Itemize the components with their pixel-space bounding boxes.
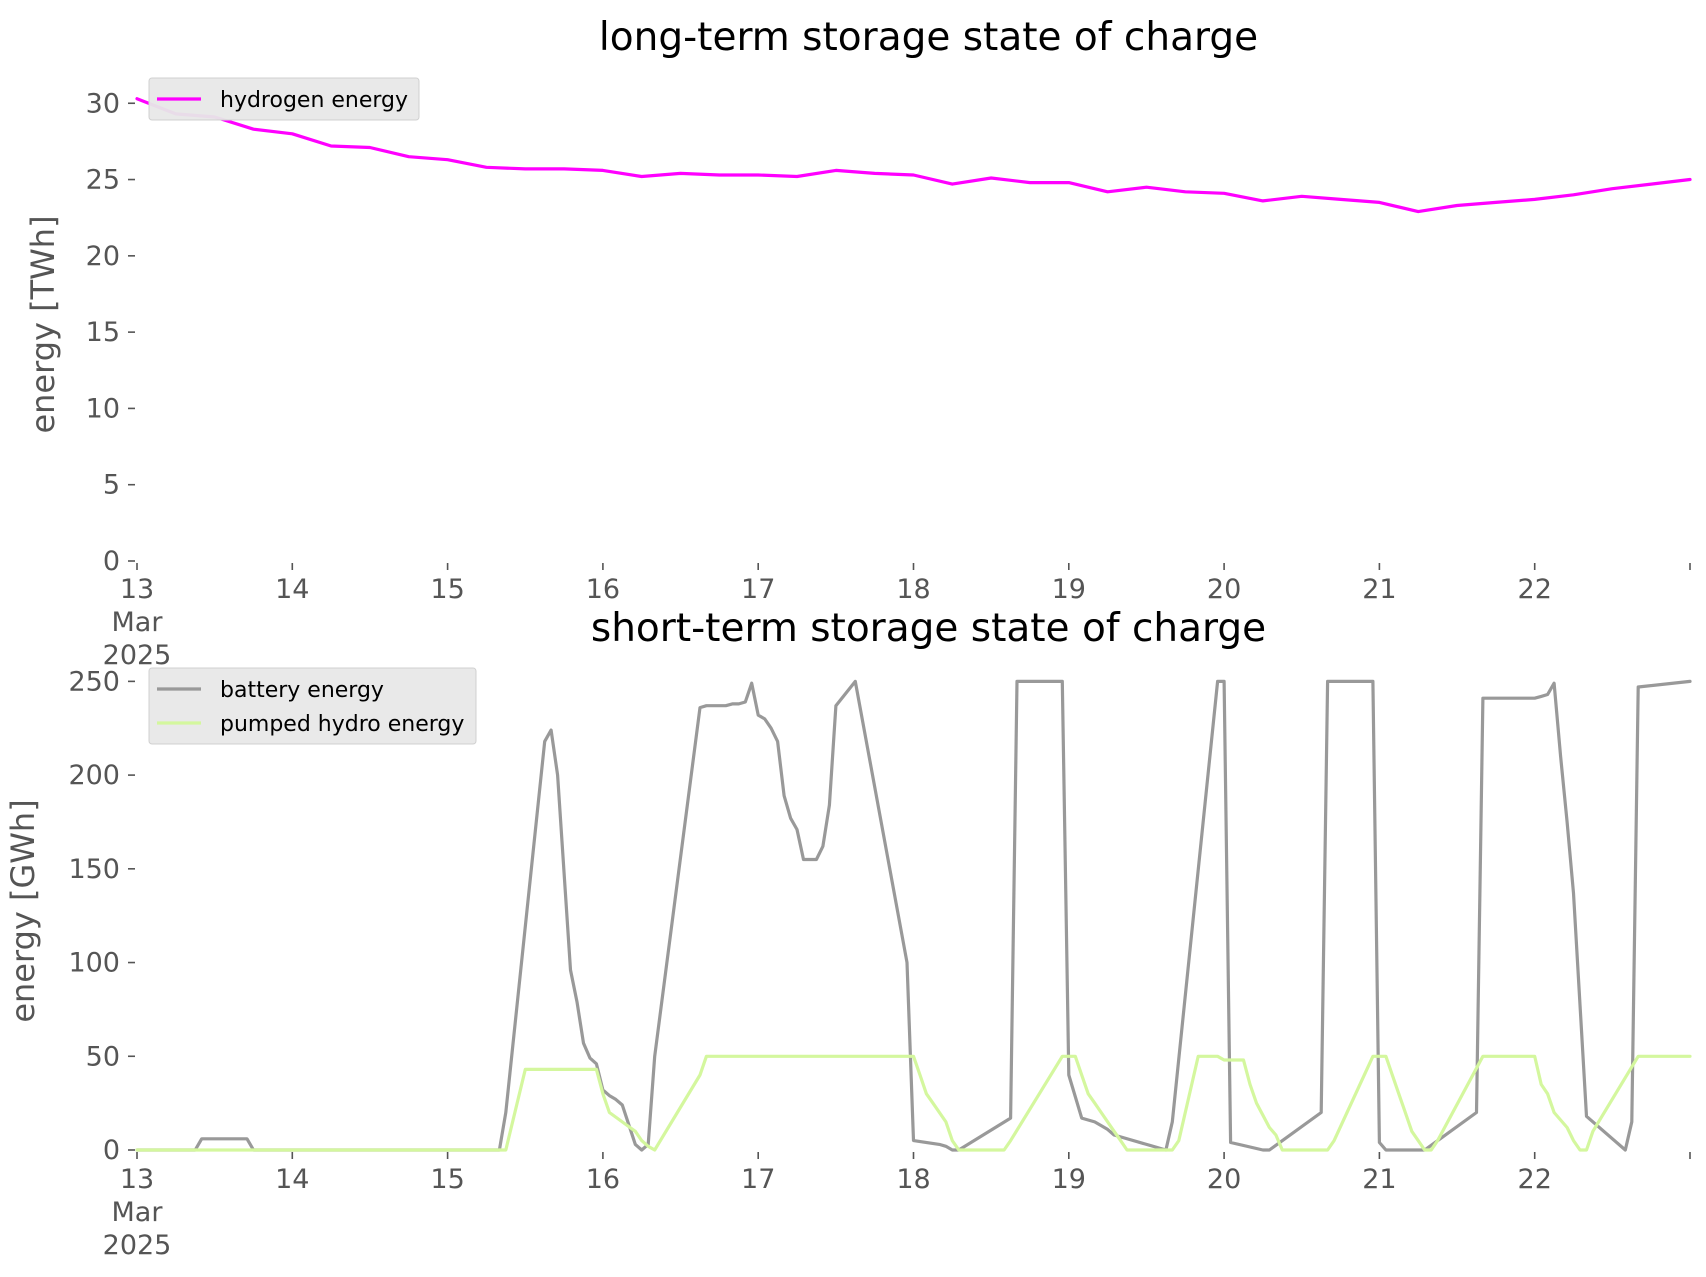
long-term-legend-box: [148, 77, 420, 121]
short-term-legend-box: [148, 667, 477, 745]
long-term-x-tick-label: 22: [1518, 574, 1552, 605]
long-term-y-tick-label: 0: [103, 546, 120, 577]
pumped-hydro-energy-legend-label: pumped hydro energy: [220, 712, 464, 737]
short-term-y-tick-label: 50: [86, 1041, 120, 1072]
short-term-x-tick-label: 19: [1052, 1164, 1086, 1195]
short-term-y-tick-label: 200: [68, 760, 120, 791]
long-term-x-tick-label: 2025: [103, 640, 172, 671]
short-term-x-tick-label: 16: [586, 1164, 620, 1195]
short-term-y-tick-label: 100: [68, 948, 120, 979]
short-term-x-tick-label: 18: [896, 1164, 930, 1195]
short-term-x-tick-label: Mar: [112, 1197, 164, 1228]
short-term-x-tick-label: 14: [275, 1164, 309, 1195]
short-term-x-tick-label: 21: [1362, 1164, 1396, 1195]
long-term-chart-title: long-term storage state of charge: [599, 15, 1258, 60]
short-term-x-tick-label: 13: [120, 1164, 154, 1195]
long-term-x-tick-label: Mar: [112, 607, 164, 638]
long-term-y-axis-label: energy [TWh]: [24, 215, 62, 433]
short-term-storage-chart: short-term storage state of charge energy…: [4, 606, 1692, 1261]
long-term-x-tick-label: 13: [120, 574, 154, 605]
short-term-y-tick-label: 150: [68, 854, 120, 885]
short-term-x-tick-label: 22: [1518, 1164, 1552, 1195]
short-term-x-tick-label: 2025: [103, 1230, 172, 1261]
long-term-y-tick-label: 30: [86, 88, 120, 119]
long-term-storage-chart: long-term storage state of charge energy …: [24, 15, 1692, 671]
long-term-y-tick-label: 25: [86, 165, 120, 196]
hydrogen-energy-line: [135, 97, 1692, 214]
long-term-x-tick-label: 15: [430, 574, 464, 605]
battery-energy-line: [135, 679, 1692, 1152]
long-term-x-tick-label: 18: [896, 574, 930, 605]
long-term-y-tick-label: 15: [86, 317, 120, 348]
long-term-legend: hydrogen energy: [148, 77, 420, 121]
short-term-x-tick-label: 17: [741, 1164, 775, 1195]
battery-energy-legend-label: battery energy: [220, 678, 384, 703]
long-term-y-tick-label: 5: [103, 470, 120, 501]
short-term-x-tick-label: 15: [430, 1164, 464, 1195]
long-term-y-tick-label: 20: [86, 241, 120, 272]
long-term-y-tick-label: 10: [86, 393, 120, 424]
long-term-x-tick-label: 16: [586, 574, 620, 605]
short-term-legend: battery energy pumped hydro energy: [148, 667, 477, 745]
long-term-x-tick-label: 19: [1052, 574, 1086, 605]
long-term-x-tick-label: 14: [275, 574, 309, 605]
pumped-hydro-energy-line: [135, 1054, 1692, 1152]
short-term-y-axis-label: energy [GWh]: [4, 799, 42, 1022]
long-term-x-tick-label: 20: [1207, 574, 1241, 605]
long-term-x-tick-label: 21: [1362, 574, 1396, 605]
short-term-chart-title: short-term storage state of charge: [591, 606, 1266, 651]
short-term-x-tick-label: 20: [1207, 1164, 1241, 1195]
hydrogen-energy-legend-label: hydrogen energy: [220, 88, 408, 113]
long-term-x-tick-label: 17: [741, 574, 775, 605]
short-term-y-tick-label: 250: [68, 666, 120, 697]
short-term-y-tick-label: 0: [103, 1135, 120, 1166]
